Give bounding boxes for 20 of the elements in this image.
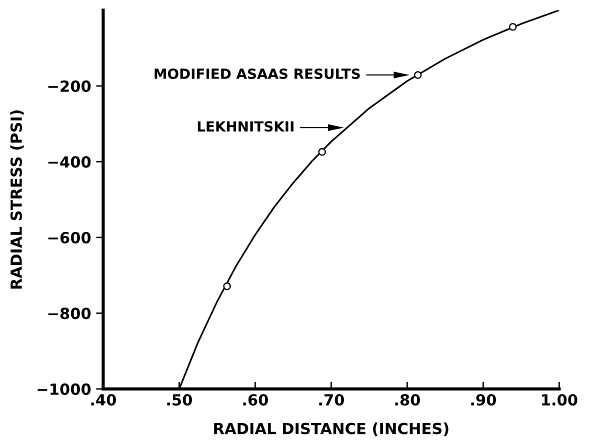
y-tick-label: −600 [48,232,91,244]
point [223,282,231,290]
x-tick-label: .60 [243,394,268,406]
x-tick-label: .70 [319,394,344,406]
annotation: LEKHNITSKII [198,121,294,132]
x-tick-label: .80 [395,394,420,406]
x-axis-title: RADIAL DISTANCE (INCHES) [214,422,448,436]
point [318,148,326,156]
x-tick-label: .50 [167,394,192,406]
y-tick-label: −1000 [38,383,91,395]
y-tick-label: −200 [48,80,91,92]
x-tick-label: .90 [471,394,496,406]
point [508,22,517,31]
y-tick-label: −400 [48,156,91,168]
annotation: MODIFIED ASAAS RESULTS [154,68,360,80]
y-axis-title: RADIAL STRESS (PSI) [10,110,24,289]
x-tick-label: 1.00 [542,394,578,406]
y-tick-label: −800 [48,308,91,320]
x-tick-label: .40 [91,394,116,406]
point [414,71,422,79]
